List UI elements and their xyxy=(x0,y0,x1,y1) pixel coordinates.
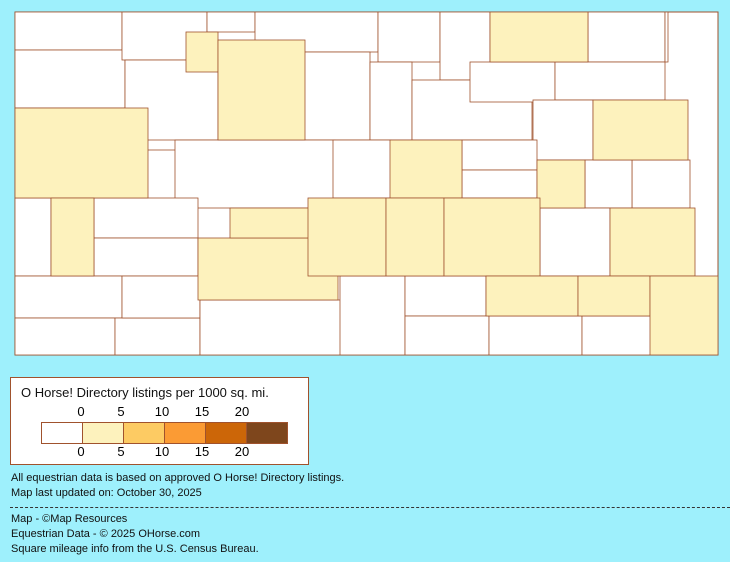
county[interactable] xyxy=(377,11,441,63)
county[interactable] xyxy=(649,275,719,356)
county[interactable] xyxy=(206,11,256,33)
county[interactable] xyxy=(592,99,689,161)
tick: 15 xyxy=(194,404,210,419)
county[interactable] xyxy=(664,11,669,63)
county[interactable] xyxy=(114,317,201,356)
legend-swatch xyxy=(124,423,165,443)
legend-swatch xyxy=(165,423,206,443)
county[interactable] xyxy=(50,197,95,277)
legend-bottom-ticks: 0 5 10 15 20 xyxy=(41,444,301,459)
county[interactable] xyxy=(404,275,487,317)
county[interactable] xyxy=(14,107,149,199)
county[interactable] xyxy=(332,139,392,199)
county[interactable] xyxy=(489,11,589,63)
county[interactable] xyxy=(199,299,346,356)
legend-color-scale xyxy=(41,422,288,444)
legend-swatch xyxy=(206,423,247,443)
county[interactable] xyxy=(14,317,116,356)
county[interactable] xyxy=(404,315,490,356)
county[interactable] xyxy=(631,159,691,209)
county[interactable] xyxy=(217,39,306,141)
legend-top-ticks: 0 5 10 15 20 xyxy=(41,404,301,419)
county[interactable] xyxy=(485,275,579,317)
county[interactable] xyxy=(461,139,538,171)
county[interactable] xyxy=(581,315,656,356)
legend-swatch xyxy=(247,423,287,443)
data-credit: Equestrian Data - © 2025 OHorse.com xyxy=(11,528,201,540)
county[interactable] xyxy=(369,61,413,141)
county[interactable] xyxy=(577,275,651,317)
county[interactable] xyxy=(174,139,336,209)
county[interactable] xyxy=(14,197,52,277)
update-note: Map last updated on: October 30, 2025 xyxy=(11,487,202,499)
county[interactable] xyxy=(389,139,463,199)
county[interactable] xyxy=(14,11,123,51)
county[interactable] xyxy=(461,169,538,199)
county[interactable] xyxy=(609,207,696,277)
tick: 10 xyxy=(154,444,170,459)
county[interactable] xyxy=(339,275,406,356)
county[interactable] xyxy=(93,237,199,277)
tick: 0 xyxy=(77,404,85,419)
county[interactable] xyxy=(307,197,387,277)
county[interactable] xyxy=(539,207,611,277)
county[interactable] xyxy=(296,51,371,141)
county[interactable] xyxy=(554,61,666,101)
county[interactable] xyxy=(385,197,445,277)
county[interactable] xyxy=(532,99,594,161)
legend-swatch xyxy=(83,423,124,443)
county[interactable] xyxy=(93,197,199,239)
tick: 10 xyxy=(154,404,170,419)
census-credit: Square mileage info from the U.S. Census… xyxy=(11,543,259,555)
county[interactable] xyxy=(443,197,541,277)
tick: 15 xyxy=(194,444,210,459)
tick: 0 xyxy=(77,444,85,459)
county[interactable] xyxy=(229,207,311,239)
legend-title: O Horse! Directory listings per 1000 sq.… xyxy=(21,385,269,400)
tick: 5 xyxy=(117,444,125,459)
north-dakota-county-map xyxy=(14,11,719,356)
tick: 20 xyxy=(234,404,250,419)
county[interactable] xyxy=(121,275,201,319)
county[interactable] xyxy=(14,49,126,109)
tick: 5 xyxy=(117,404,125,419)
data-note: All equestrian data is based on approved… xyxy=(11,472,345,484)
county[interactable] xyxy=(587,11,666,63)
county[interactable] xyxy=(185,31,219,73)
tick: 20 xyxy=(234,444,250,459)
legend-swatch xyxy=(42,423,83,443)
county[interactable] xyxy=(469,61,556,103)
county[interactable] xyxy=(14,275,123,319)
divider xyxy=(10,507,730,508)
county[interactable] xyxy=(536,159,586,209)
county[interactable] xyxy=(488,315,583,356)
map-credit: Map - ©Map Resources xyxy=(11,513,128,525)
legend: O Horse! Directory listings per 1000 sq.… xyxy=(10,377,309,465)
county[interactable] xyxy=(584,159,633,209)
